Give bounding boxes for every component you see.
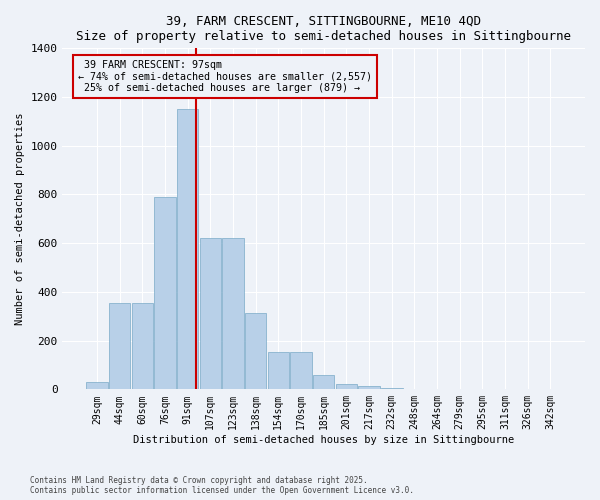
Y-axis label: Number of semi-detached properties: Number of semi-detached properties [15, 112, 25, 325]
Bar [222, 238, 244, 390]
Bar [200, 238, 221, 390]
Bar [131, 303, 153, 390]
Bar [86, 382, 108, 390]
Bar [381, 388, 403, 390]
Text: 39 FARM CRESCENT: 97sqm
← 74% of semi-detached houses are smaller (2,557)
 25% o: 39 FARM CRESCENT: 97sqm ← 74% of semi-de… [78, 60, 372, 94]
Bar [313, 374, 334, 390]
Bar [177, 109, 199, 390]
X-axis label: Distribution of semi-detached houses by size in Sittingbourne: Distribution of semi-detached houses by … [133, 435, 514, 445]
Bar [290, 352, 312, 390]
Title: 39, FARM CRESCENT, SITTINGBOURNE, ME10 4QD
Size of property relative to semi-det: 39, FARM CRESCENT, SITTINGBOURNE, ME10 4… [76, 15, 571, 43]
Text: Contains HM Land Registry data © Crown copyright and database right 2025.
Contai: Contains HM Land Registry data © Crown c… [30, 476, 414, 495]
Bar [268, 352, 289, 390]
Bar [154, 197, 176, 390]
Bar [245, 312, 266, 390]
Bar [335, 384, 357, 390]
Bar [358, 386, 380, 390]
Bar [109, 303, 130, 390]
